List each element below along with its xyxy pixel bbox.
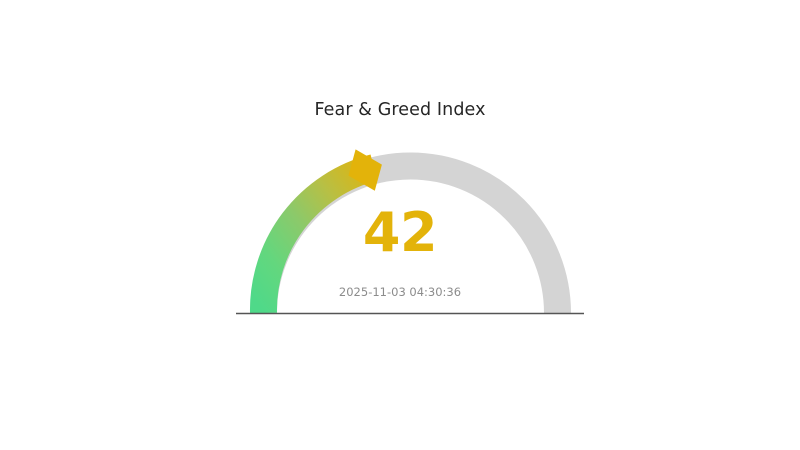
gauge-value-arc bbox=[249, 154, 378, 314]
gauge-timestamp: 2025-11-03 04:30:36 bbox=[338, 285, 462, 299]
page-title: Fear & Greed Index bbox=[314, 100, 486, 120]
gauge-value: 42 bbox=[362, 201, 438, 264]
gauge-threshold-marker bbox=[348, 149, 382, 191]
